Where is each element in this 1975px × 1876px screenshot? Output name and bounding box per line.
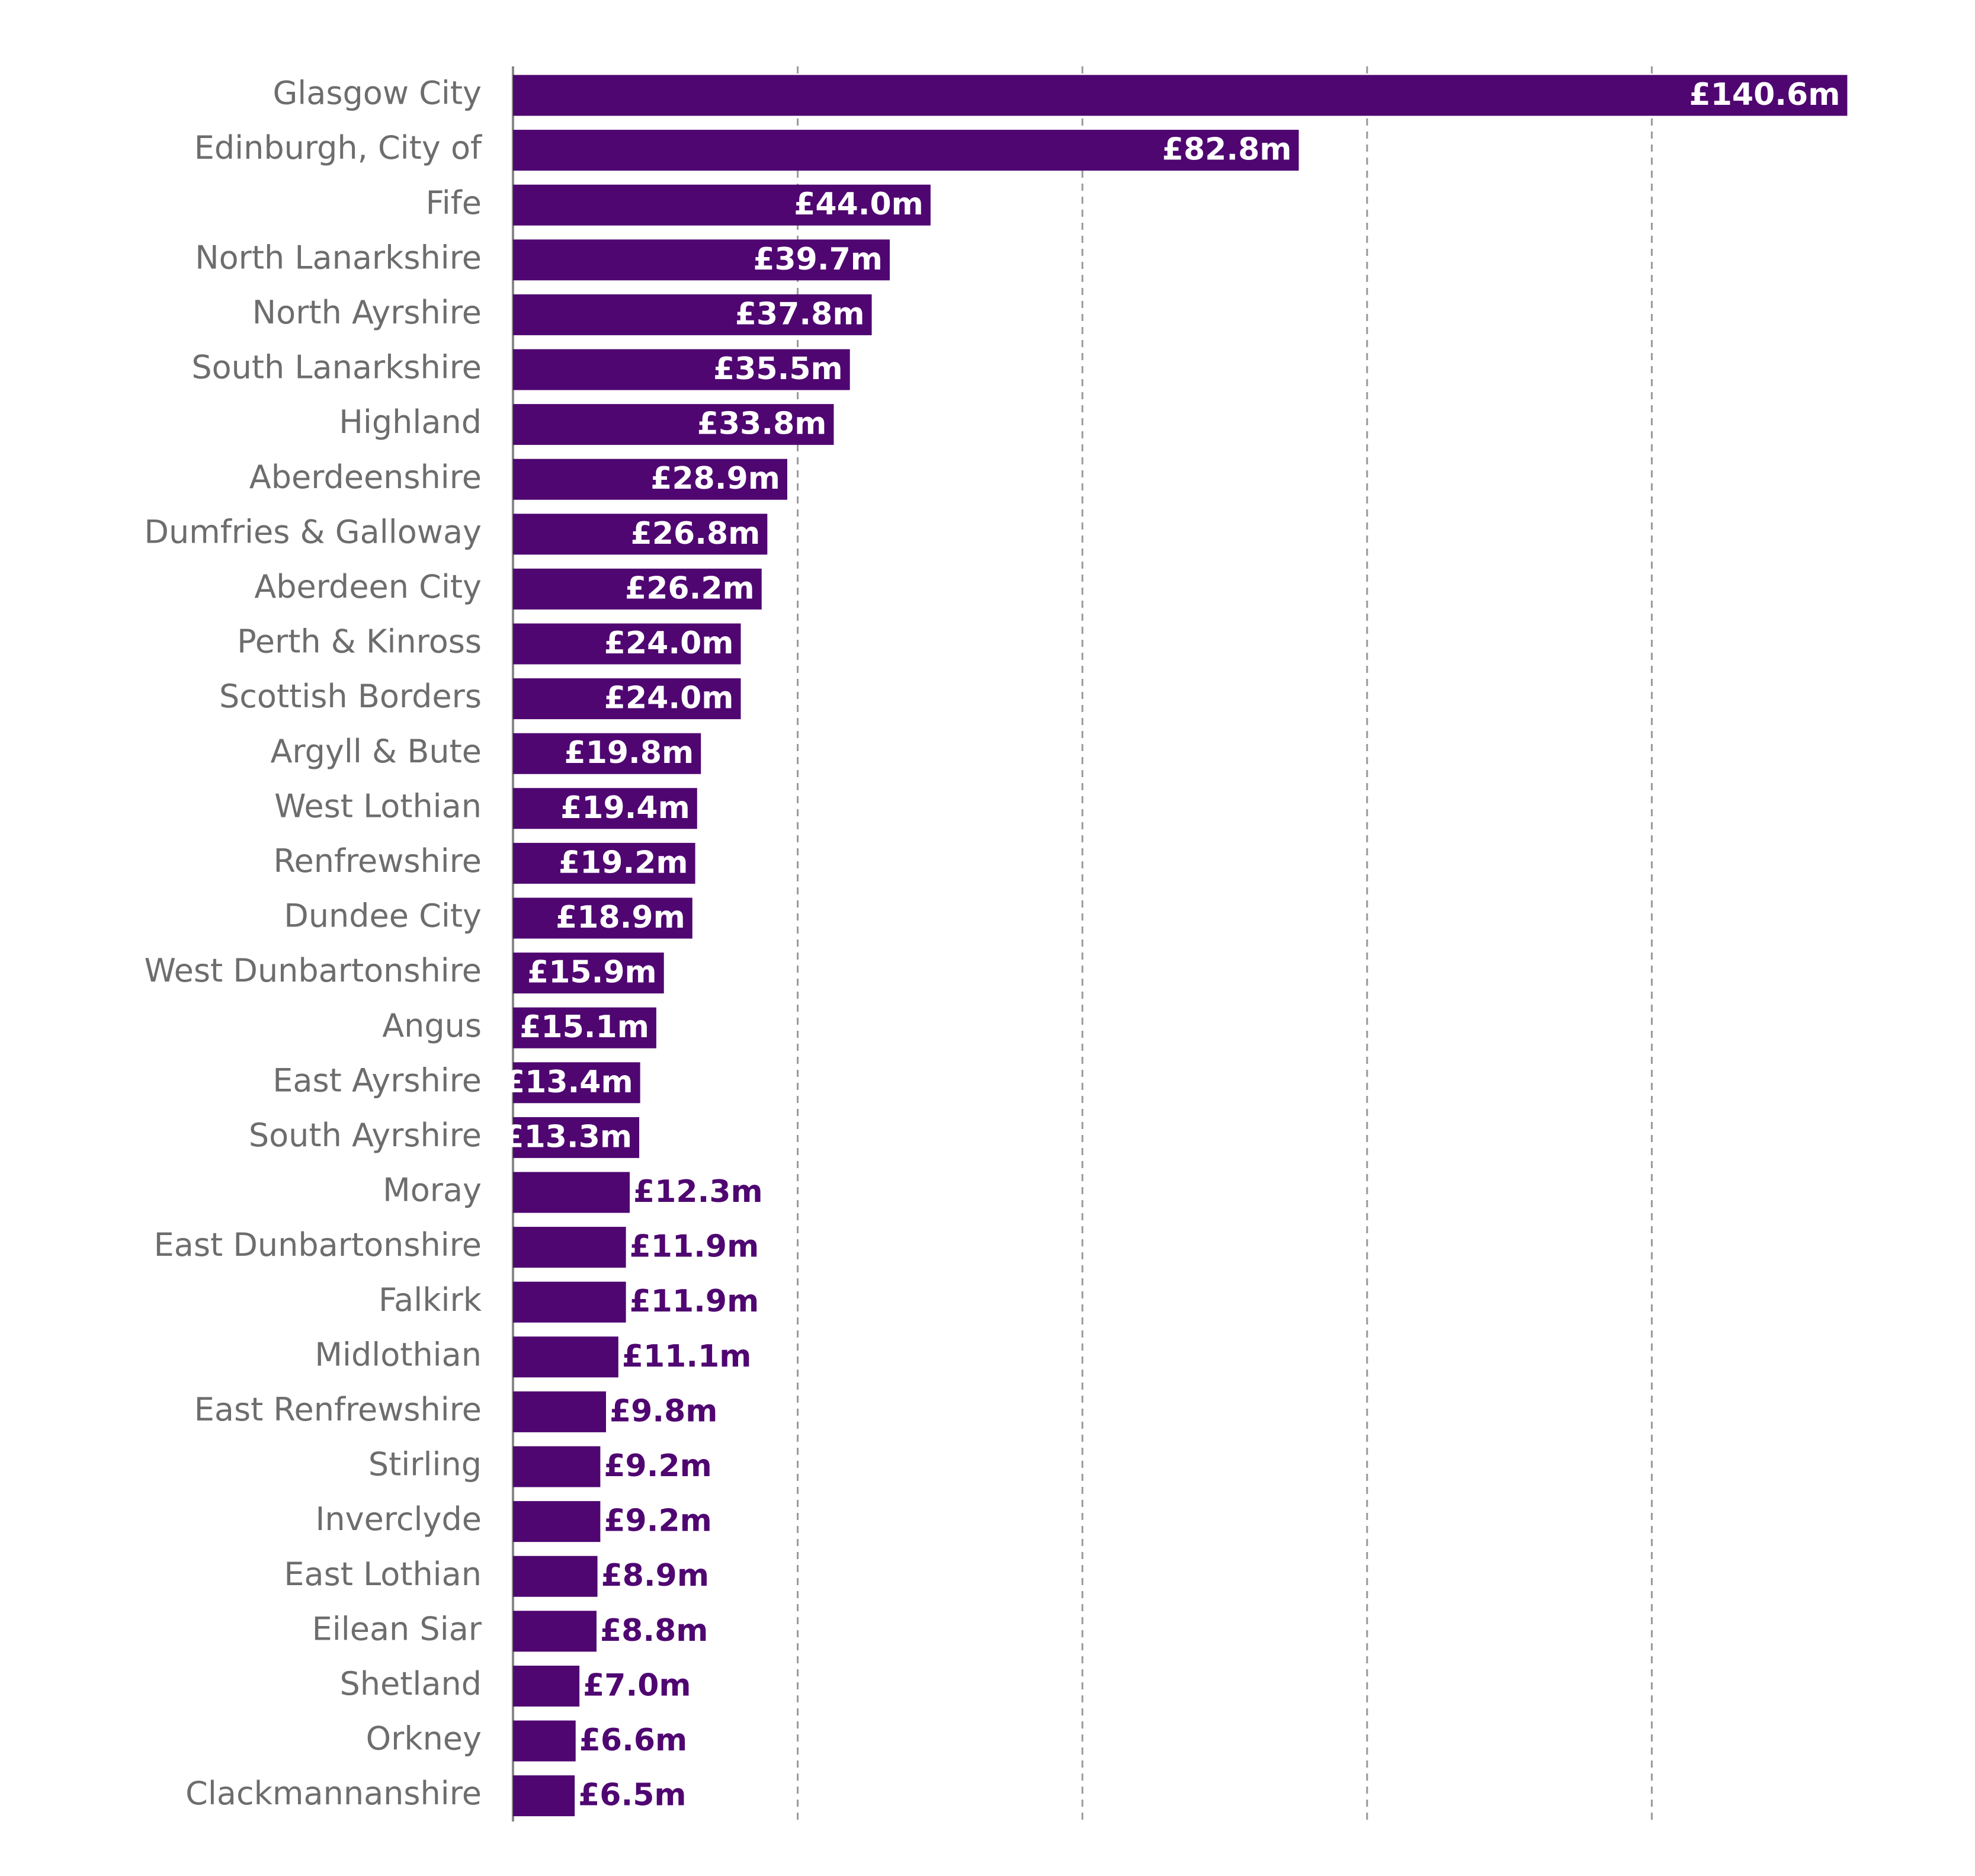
value-label: £35.5m bbox=[713, 351, 843, 387]
bar bbox=[513, 1172, 630, 1213]
bar bbox=[513, 130, 1299, 171]
bar bbox=[513, 568, 762, 610]
value-label: £26.8m bbox=[631, 516, 761, 551]
value-label: £37.8m bbox=[735, 296, 865, 332]
value-label: £44.0m bbox=[794, 187, 924, 222]
category-label: Perth & Kinross bbox=[237, 623, 482, 660]
value-label: £6.5m bbox=[578, 1778, 686, 1813]
category-label: Falkirk bbox=[379, 1281, 482, 1319]
category-label: East Dunbartonshire bbox=[154, 1226, 482, 1264]
category-label: Edinburgh, City of bbox=[194, 129, 483, 166]
value-label: £6.6m bbox=[579, 1723, 687, 1758]
category-label: Highland bbox=[339, 403, 482, 441]
bar bbox=[513, 294, 872, 335]
bar bbox=[513, 458, 787, 500]
bar bbox=[513, 1117, 640, 1158]
bar bbox=[513, 1007, 656, 1048]
bar bbox=[513, 1446, 601, 1487]
value-label: £13.4m bbox=[504, 1064, 633, 1100]
category-label: Inverclyde bbox=[316, 1500, 482, 1538]
category-label: Midlothian bbox=[315, 1336, 482, 1373]
value-label: £19.2m bbox=[559, 845, 688, 880]
bar bbox=[513, 897, 692, 939]
bar bbox=[513, 349, 850, 390]
bar bbox=[513, 514, 768, 555]
bar bbox=[513, 1336, 618, 1378]
category-label: Eilean Siar bbox=[312, 1610, 482, 1647]
value-label: £9.2m bbox=[604, 1448, 711, 1484]
value-label: £24.0m bbox=[604, 681, 734, 716]
value-label: £33.8m bbox=[697, 406, 827, 442]
bar bbox=[513, 1665, 580, 1707]
bar bbox=[513, 678, 741, 720]
category-label: West Dunbartonshire bbox=[144, 952, 482, 989]
value-label: £13.3m bbox=[502, 1119, 632, 1155]
category-label: Renfrewshire bbox=[273, 842, 482, 880]
value-label: £24.0m bbox=[604, 626, 734, 661]
category-label: Angus bbox=[382, 1007, 482, 1044]
value-label: £82.8m bbox=[1162, 132, 1292, 168]
category-label: Fife bbox=[426, 184, 482, 222]
value-label: £140.6m bbox=[1689, 77, 1841, 113]
value-label: £11.9m bbox=[630, 1229, 759, 1265]
category-label: East Ayrshire bbox=[272, 1062, 482, 1099]
value-label: £18.9m bbox=[556, 900, 685, 935]
bar bbox=[513, 1227, 626, 1268]
category-label: Aberdeenshire bbox=[249, 458, 482, 496]
value-label: £11.1m bbox=[622, 1339, 752, 1374]
category-label: Dumfries & Galloway bbox=[144, 513, 482, 550]
value-label: £12.3m bbox=[633, 1174, 763, 1210]
value-label: £11.9m bbox=[630, 1284, 759, 1319]
category-label: West Lothian bbox=[274, 787, 482, 825]
value-label: £9.2m bbox=[604, 1503, 711, 1539]
category-label: North Lanarkshire bbox=[195, 239, 482, 276]
category-label: Glasgow City bbox=[272, 75, 482, 112]
bar bbox=[513, 1775, 575, 1817]
category-label: North Ayrshire bbox=[252, 294, 482, 331]
value-label: £19.8m bbox=[565, 735, 694, 771]
value-label: £8.9m bbox=[601, 1558, 709, 1593]
category-label: Stirling bbox=[368, 1446, 482, 1483]
bar bbox=[513, 404, 834, 445]
value-label: £39.7m bbox=[753, 242, 883, 277]
category-label: Orkney bbox=[366, 1720, 482, 1758]
category-label: East Lothian bbox=[284, 1556, 482, 1593]
bar bbox=[513, 1501, 601, 1543]
value-label: £19.4m bbox=[560, 790, 690, 826]
bar bbox=[513, 184, 931, 226]
bar bbox=[513, 1281, 626, 1323]
value-label: £15.1m bbox=[520, 1009, 649, 1045]
bar bbox=[513, 842, 695, 884]
bar bbox=[513, 1611, 597, 1652]
category-label: Argyll & Bute bbox=[270, 733, 482, 770]
bar bbox=[513, 1391, 606, 1432]
bar bbox=[513, 733, 701, 774]
bar bbox=[513, 953, 664, 994]
bar bbox=[513, 1556, 598, 1597]
value-label: £7.0m bbox=[583, 1667, 691, 1703]
category-label: East Renfrewshire bbox=[194, 1391, 482, 1428]
bar bbox=[513, 623, 741, 665]
value-label: £15.9m bbox=[527, 955, 657, 990]
bar bbox=[513, 1062, 640, 1104]
value-label: £9.8m bbox=[610, 1393, 717, 1429]
category-label: Clackmannanshire bbox=[185, 1775, 482, 1812]
bar bbox=[513, 75, 1848, 116]
value-label: £26.2m bbox=[625, 570, 755, 606]
value-label: £28.9m bbox=[650, 461, 780, 496]
category-label: Aberdeen City bbox=[254, 568, 482, 605]
bar bbox=[513, 1720, 576, 1762]
category-label: South Ayrshire bbox=[249, 1117, 482, 1154]
category-label: Dundee City bbox=[284, 897, 482, 935]
bar bbox=[513, 788, 697, 829]
category-label: South Lanarkshire bbox=[191, 349, 482, 386]
value-label: £8.8m bbox=[600, 1613, 708, 1649]
category-label: Shetland bbox=[340, 1665, 482, 1702]
category-label: Moray bbox=[383, 1172, 482, 1209]
bar bbox=[513, 239, 890, 281]
category-label: Scottish Borders bbox=[219, 678, 482, 715]
